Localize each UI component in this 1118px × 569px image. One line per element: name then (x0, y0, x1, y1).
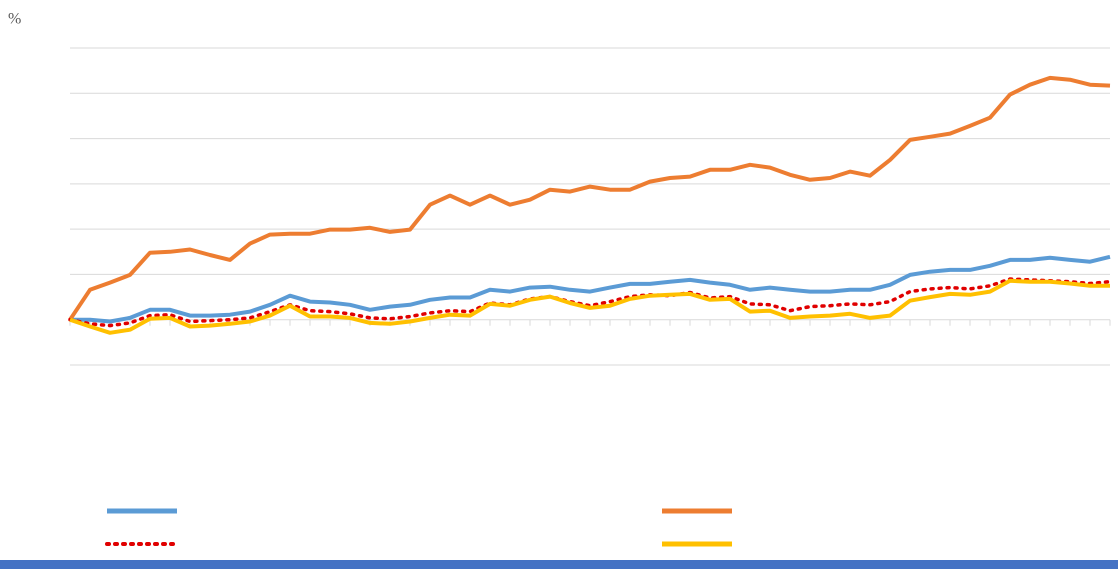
series-line (70, 254, 1111, 324)
bottom-bar (0, 560, 1118, 569)
series-line (68, 277, 1112, 328)
series-line (68, 75, 1111, 321)
y-axis-label: % (8, 11, 21, 28)
series-line (69, 278, 1110, 335)
